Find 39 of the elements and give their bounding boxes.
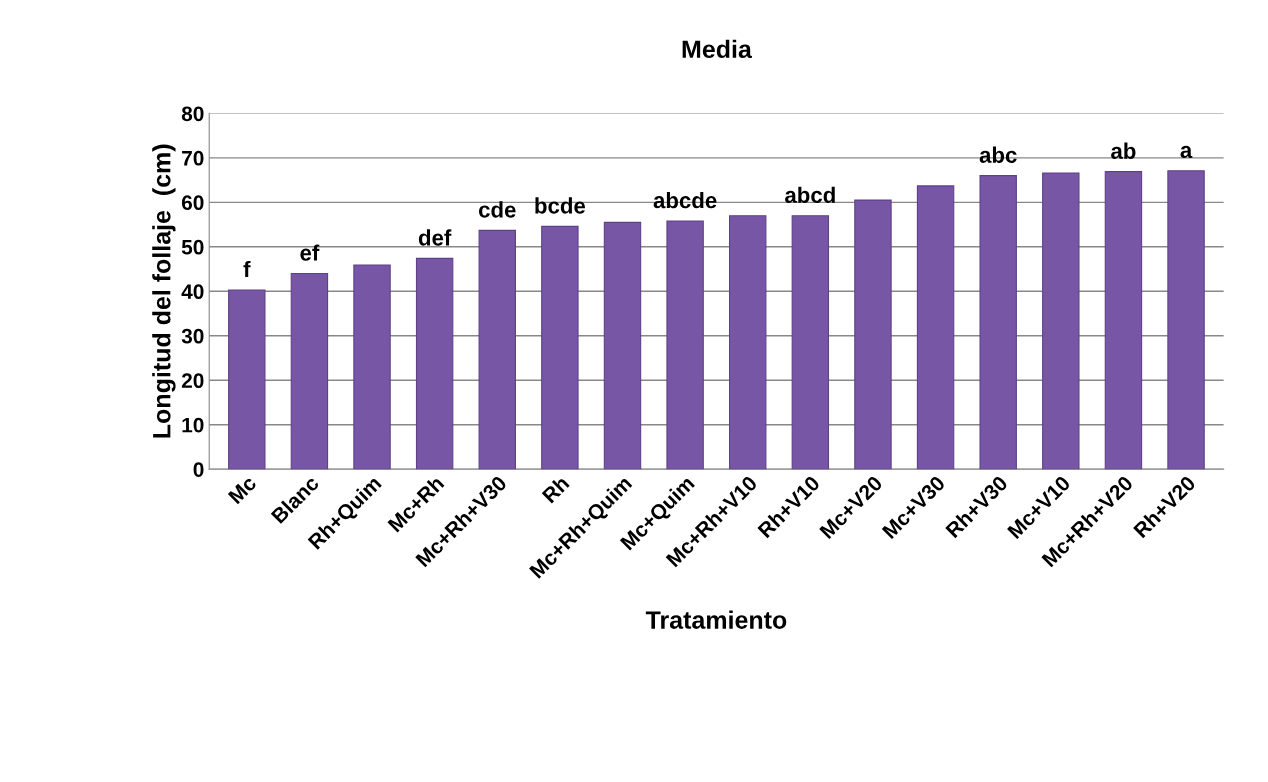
annotation: def — [418, 229, 452, 246]
bar — [729, 215, 767, 470]
y-axis-title: Longitud del follaje (cm) — [152, 144, 176, 438]
bar — [290, 272, 329, 470]
y-tick-label: 60 — [181, 195, 204, 211]
annotation: bcde — [535, 197, 586, 214]
y-tick-label: 80 — [181, 106, 204, 122]
y-tick-label: 40 — [181, 284, 204, 300]
bar — [1104, 171, 1143, 470]
x-axis-title: Tratamiento — [645, 610, 787, 629]
bar — [1167, 170, 1205, 470]
bar — [603, 221, 642, 470]
bar — [1042, 172, 1080, 470]
bar — [791, 215, 830, 470]
y-tick-label: 20 — [181, 373, 204, 388]
annotation: a — [1180, 145, 1193, 159]
annotation: ef — [300, 244, 320, 261]
bar — [541, 225, 579, 470]
y-tick-label: 30 — [181, 328, 204, 344]
y-tick-label: 0 — [193, 462, 204, 477]
bar — [854, 199, 892, 470]
y-tick-label: 10 — [182, 417, 204, 433]
annotation: abcd — [785, 186, 835, 203]
annotation: abc — [979, 146, 1017, 163]
y-tick-label: 70 — [182, 150, 204, 166]
y-tick-label: 50 — [181, 239, 204, 255]
bar — [353, 264, 391, 470]
bar — [478, 229, 516, 470]
annotation: ab — [1111, 142, 1136, 159]
bar — [916, 185, 955, 470]
bar — [415, 257, 454, 470]
x-tick-label: Mc — [227, 475, 258, 505]
chart-title: Media — [682, 39, 753, 59]
annotation: f — [243, 260, 251, 278]
annotation: abcde — [653, 191, 717, 209]
bar — [666, 220, 704, 470]
bar — [979, 175, 1017, 470]
annotation: cde — [478, 201, 516, 218]
bar — [228, 289, 266, 470]
